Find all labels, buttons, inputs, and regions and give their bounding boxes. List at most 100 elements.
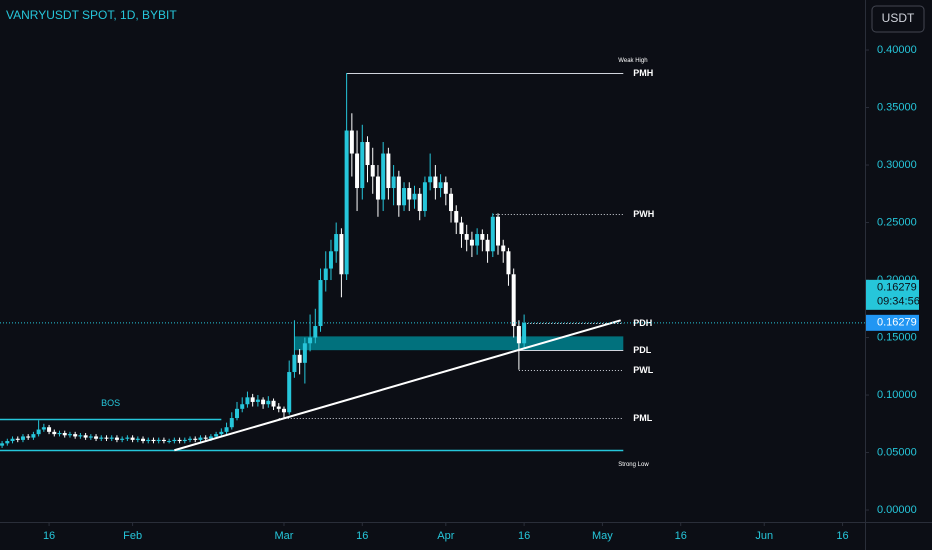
x-tick-label: 16 — [518, 530, 530, 542]
candle-body — [177, 439, 182, 442]
candle-body — [375, 176, 380, 200]
candle-body — [422, 182, 427, 212]
candle-body — [480, 234, 485, 240]
candle-body — [454, 211, 459, 223]
candle-body — [344, 130, 349, 275]
y-tick-label: 0.35000 — [877, 101, 917, 113]
candle-body — [297, 354, 302, 363]
candle-body — [365, 142, 370, 166]
level-label: PMH — [633, 68, 653, 78]
candle-body — [308, 337, 313, 344]
x-tick-label: Apr — [437, 530, 454, 542]
candle-body — [135, 438, 140, 440]
level-note: Strong Low — [618, 462, 649, 468]
candle-body — [438, 182, 443, 189]
zone — [294, 336, 624, 351]
candle-body — [156, 439, 161, 442]
candle-body — [104, 437, 109, 439]
candle-body — [302, 343, 307, 363]
candle-body — [198, 437, 203, 440]
currency-button[interactable] — [871, 5, 925, 33]
candle-body — [328, 251, 333, 269]
candle-body — [167, 441, 172, 443]
candle-body — [62, 432, 67, 436]
level-label: PML — [633, 413, 653, 423]
last-price-label: 0.16279 — [877, 317, 917, 329]
candle-body — [78, 435, 83, 437]
candle-body — [26, 436, 31, 438]
candle-body — [381, 153, 386, 200]
candle-body — [334, 234, 339, 252]
candle-body — [99, 437, 104, 439]
candle-body — [412, 193, 417, 200]
candle-body — [208, 436, 213, 439]
candle-body — [407, 188, 412, 200]
candle-body — [235, 408, 240, 419]
candle-body — [281, 408, 286, 413]
candle-body — [255, 399, 260, 402]
x-tick-label: Jun — [755, 530, 773, 542]
candle-body — [386, 153, 391, 189]
candle-body — [464, 234, 469, 240]
y-tick-label: 0.40000 — [877, 44, 917, 56]
candle-body — [516, 326, 521, 344]
candle-body — [41, 427, 46, 430]
candle-body — [391, 176, 396, 189]
candle-body — [459, 222, 464, 235]
candle-body — [114, 437, 119, 440]
candle-body — [141, 438, 146, 442]
candle-body — [323, 268, 328, 281]
candle-body — [276, 406, 281, 409]
candle-body — [193, 438, 198, 440]
candle-body — [52, 431, 57, 435]
candle-body — [490, 216, 495, 252]
candle-body — [73, 434, 78, 437]
price-box-countdown: 09:34:56 — [877, 296, 920, 308]
candle-body — [31, 434, 36, 438]
candle-body — [485, 239, 490, 252]
candle-body — [88, 436, 93, 438]
y-tick-label: 0.25000 — [877, 216, 917, 228]
y-tick-label: 0.10000 — [877, 389, 917, 401]
x-tick-label: Feb — [123, 530, 142, 542]
candle-body — [229, 418, 234, 428]
candle-body — [271, 400, 276, 407]
price-box-value: 0.16279 — [877, 282, 917, 294]
candle-body — [522, 322, 527, 344]
level-label: BOS — [101, 398, 120, 408]
candle-body — [67, 434, 72, 436]
candle-body — [511, 274, 516, 327]
candle-body — [428, 176, 433, 183]
candle-body — [417, 193, 422, 212]
level-note: Weak High — [618, 58, 647, 64]
candle-body — [250, 397, 255, 402]
candle-body — [266, 400, 271, 405]
candle-body — [161, 439, 166, 442]
y-tick-label: 0.00000 — [877, 504, 917, 516]
candle-body — [151, 439, 156, 442]
x-tick-label: 16 — [836, 530, 848, 542]
candle-body — [109, 437, 114, 439]
candle-body — [130, 437, 135, 440]
candle-body — [57, 432, 62, 435]
price-box — [866, 279, 919, 310]
candle-body — [313, 326, 318, 338]
candle-body — [355, 153, 360, 189]
candle-body — [396, 176, 401, 206]
candle-body — [219, 431, 224, 435]
candle-body — [370, 165, 375, 177]
candle-body — [182, 439, 187, 442]
last-price-box — [866, 314, 919, 331]
x-tick-label: Mar — [275, 530, 294, 542]
chart-title: VANRYUSDT SPOT, 1D, BYBIT — [6, 8, 177, 22]
candle-body — [496, 216, 501, 246]
candle-body — [245, 397, 250, 405]
candle-body — [94, 436, 99, 439]
candle-body — [261, 399, 266, 405]
candle-body — [506, 251, 511, 275]
candle-body — [287, 372, 292, 413]
candle-body — [20, 436, 25, 440]
candle-body — [36, 429, 41, 435]
